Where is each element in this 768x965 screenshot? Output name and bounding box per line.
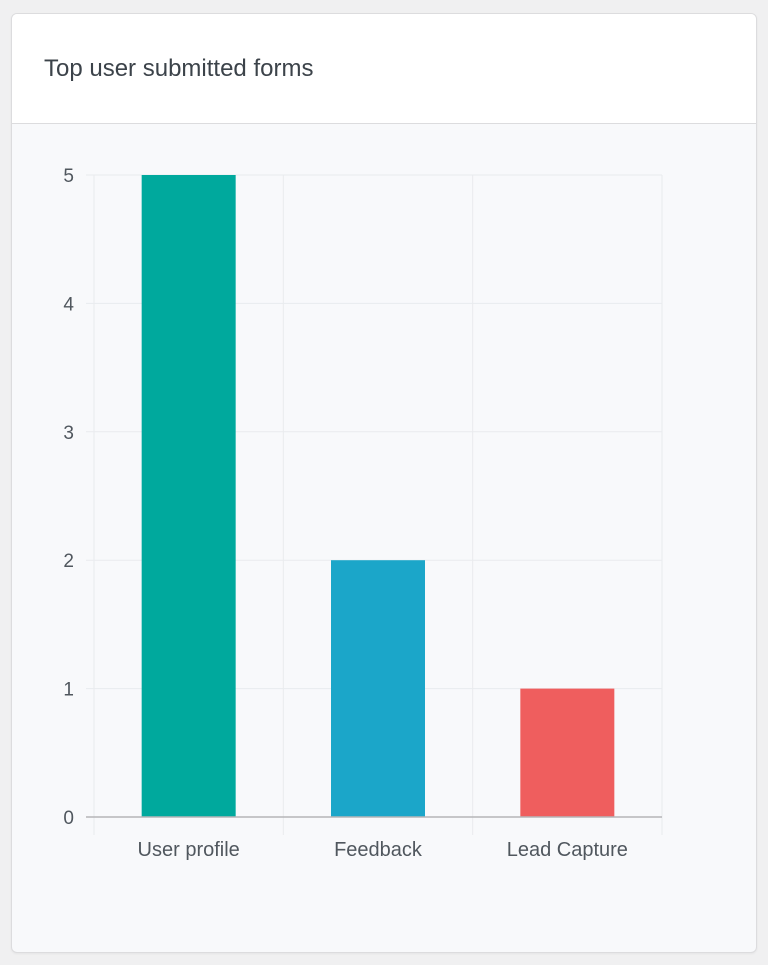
- y-tick-label: 0: [63, 808, 74, 829]
- x-tick-label: User profile: [138, 839, 240, 861]
- chart-card: Top user submitted forms 0 1 2 3 4 5 User prof…: [11, 13, 757, 953]
- y-tick-label: 3: [63, 423, 74, 444]
- x-tick-label: Feedback: [334, 839, 423, 861]
- bar-feedback: [331, 560, 425, 817]
- tick-labels: 0 1 2 3 4 5 User profile Feedback Lead Capture: [63, 166, 628, 861]
- y-tick-label: 4: [63, 294, 74, 315]
- bar-user-profile: [141, 175, 236, 817]
- card-title: Top user submitted forms: [44, 54, 314, 82]
- bar-lead-capture: [520, 688, 615, 817]
- card-header: Top user submitted forms: [12, 14, 756, 124]
- y-tick-label: 2: [63, 551, 74, 572]
- chart-area: 0 1 2 3 4 5 User profile Feedback Lead Capture: [12, 125, 756, 952]
- y-tick-label: 1: [63, 680, 74, 701]
- bar-chart: 0 1 2 3 4 5 User profile Feedback Lead Capture: [63, 166, 663, 861]
- bars: [141, 175, 615, 817]
- y-tick-label: 5: [63, 166, 74, 187]
- x-tick-label: Lead Capture: [507, 839, 628, 861]
